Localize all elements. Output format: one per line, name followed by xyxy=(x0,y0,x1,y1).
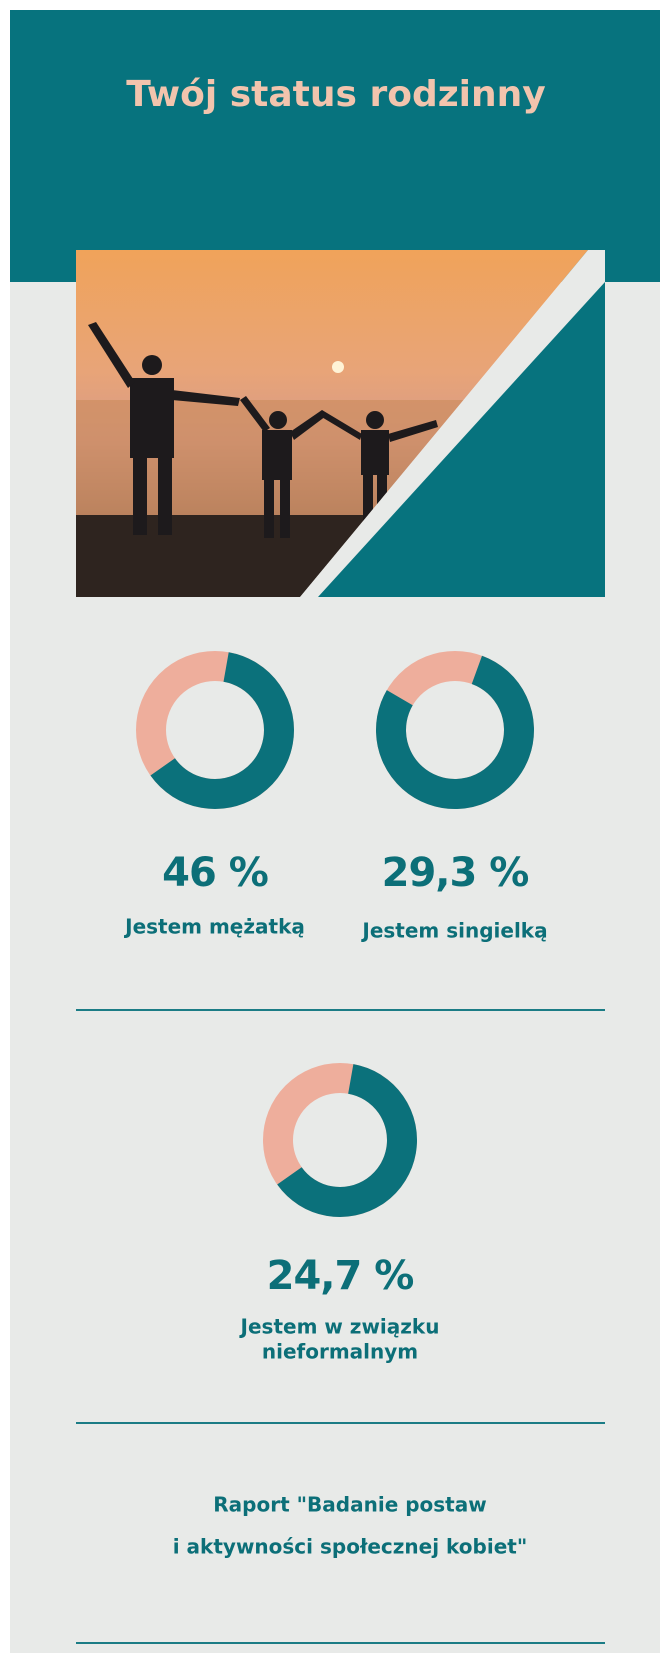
header-band xyxy=(10,10,660,282)
stat-value: 46 % xyxy=(162,850,268,896)
report-line: i aktywności społecznej kobiet" xyxy=(173,1535,528,1559)
stat-label: Jestem w związku xyxy=(239,1315,440,1339)
stat-value: 24,7 % xyxy=(267,1253,414,1299)
title: Twój status rodzinny xyxy=(126,74,545,115)
report-line: Raport "Badanie postaw xyxy=(213,1493,486,1517)
donut-1 xyxy=(136,651,294,809)
donut-3 xyxy=(263,1063,417,1217)
stat-value: 29,3 % xyxy=(382,850,529,896)
stat-label: Jestem singielką xyxy=(360,919,547,943)
stat-label: Jestem mężatką xyxy=(123,915,305,939)
photo xyxy=(76,250,605,597)
donut-2 xyxy=(376,651,534,809)
stat-label: nieformalnym xyxy=(262,1340,418,1364)
